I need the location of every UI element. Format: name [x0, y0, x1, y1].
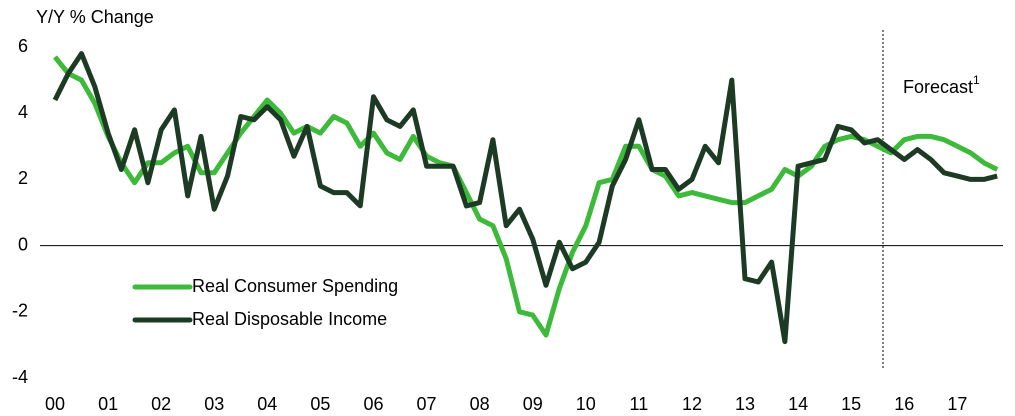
x-tick-label: 05 [310, 394, 330, 414]
x-tick-label: 02 [151, 394, 171, 414]
y-tick-label: 2 [18, 168, 28, 188]
y-tick-label: 0 [18, 234, 28, 254]
x-tick-label: 13 [735, 394, 755, 414]
x-tick-label: 09 [523, 394, 543, 414]
x-tick-label: 04 [257, 394, 277, 414]
x-tick-label: 16 [894, 394, 914, 414]
annotation-superscript: 1 [973, 73, 980, 87]
annotation-text: Forecast [903, 77, 973, 97]
x-tick-label: 08 [470, 394, 490, 414]
y-tick-label: 4 [18, 102, 28, 122]
x-tick-label: 17 [947, 394, 967, 414]
series-line [52, 51, 998, 345]
x-tick-label: 11 [630, 394, 649, 414]
annotation: Forecast1 [903, 73, 980, 97]
y-tick-label: -2 [12, 301, 28, 321]
y-axis-label: Y/Y % Change [36, 7, 154, 27]
x-tick-label: 07 [417, 394, 437, 414]
y-tick-label: 6 [18, 36, 28, 56]
legend-label: Real Consumer Spending [192, 276, 398, 296]
x-tick-label: 03 [204, 394, 224, 414]
x-tick-label: 01 [98, 394, 118, 414]
y-tick-label: -4 [12, 367, 28, 387]
x-tick-label: 15 [841, 394, 861, 414]
x-tick-label: 00 [45, 394, 65, 414]
legend-label: Real Disposable Income [192, 309, 387, 329]
x-tick-label: 14 [788, 394, 808, 414]
series-line [53, 55, 999, 338]
x-tick-label: 12 [682, 394, 702, 414]
x-tick-label: 06 [363, 394, 383, 414]
x-tick-label: 10 [576, 394, 596, 414]
